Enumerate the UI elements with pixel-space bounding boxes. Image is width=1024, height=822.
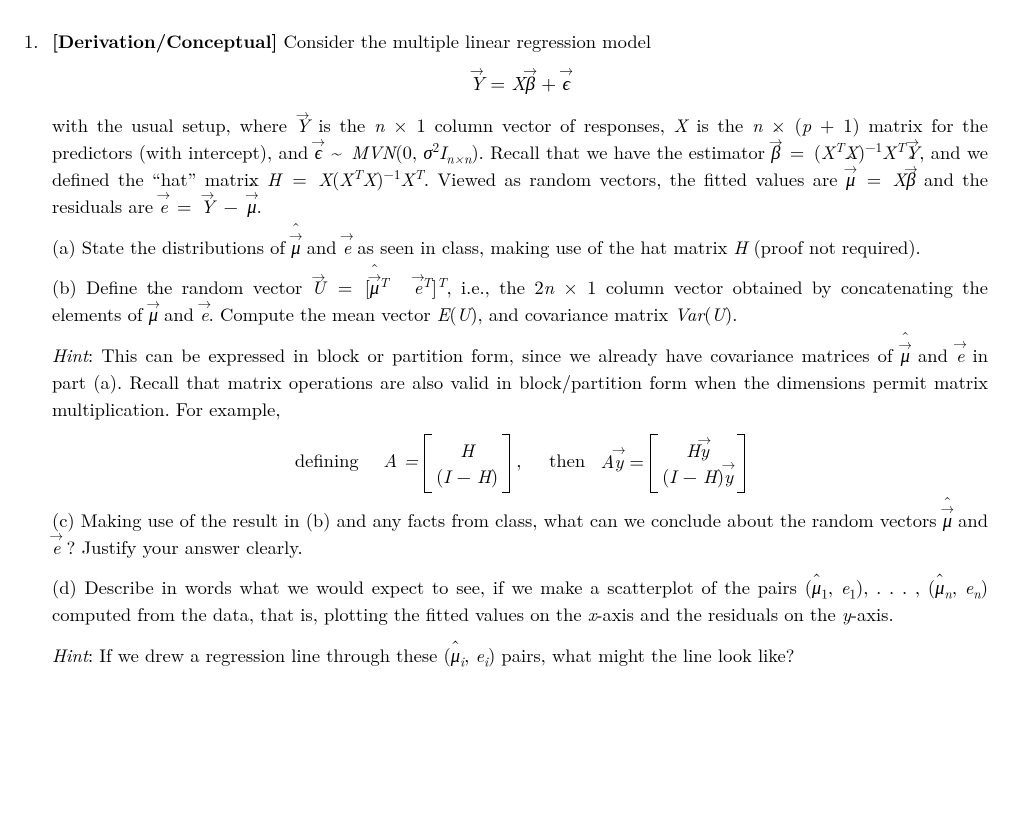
question-number: 1. [24, 28, 52, 683]
part-b: (b) Define the random vector U = [μT eT]… [52, 274, 988, 328]
hint-d: Hint: If we drew a regression line throu… [52, 642, 988, 669]
matrix-A-row2: (I − H) [434, 464, 500, 489]
setup-paragraph: with the usual setup, where Y is the n ×… [52, 112, 988, 219]
matrix-Ay: Hy (I − H)y [650, 436, 745, 490]
then-label: , then [516, 448, 594, 474]
matrix-A: H (I − H) [424, 436, 510, 490]
hint-b: Hint: This can be expressed in block or … [52, 342, 988, 422]
matrix-A-row1: H [434, 438, 500, 463]
intro-text: Consider the multiple linear regression … [277, 28, 651, 54]
matrix-Ay-row2: (I − H)y [660, 464, 735, 489]
intro-line: [Derivation/Conceptual] Consider the mul… [52, 28, 988, 55]
A-equals: A = [383, 448, 418, 474]
question-tag: [Derivation/Conceptual] [52, 28, 277, 54]
defining-label: defining [295, 448, 377, 474]
question-block: 1. [Derivation/Conceptual] Consider the … [24, 28, 988, 683]
block-matrix-example: defining A = H (I − H) , then Ay = Hy (I… [52, 436, 988, 490]
part-d: (d) Describe in words what we would expe… [52, 574, 988, 628]
question-body: [Derivation/Conceptual] Consider the mul… [52, 28, 988, 683]
model-equation: Y = Xβ + ϵ [52, 69, 988, 97]
part-c: (c) Making use of the result in (b) and … [52, 507, 988, 561]
Ay-equals: Ay = [601, 448, 644, 474]
part-a: (a) State the distributions of μ and e a… [52, 234, 988, 261]
